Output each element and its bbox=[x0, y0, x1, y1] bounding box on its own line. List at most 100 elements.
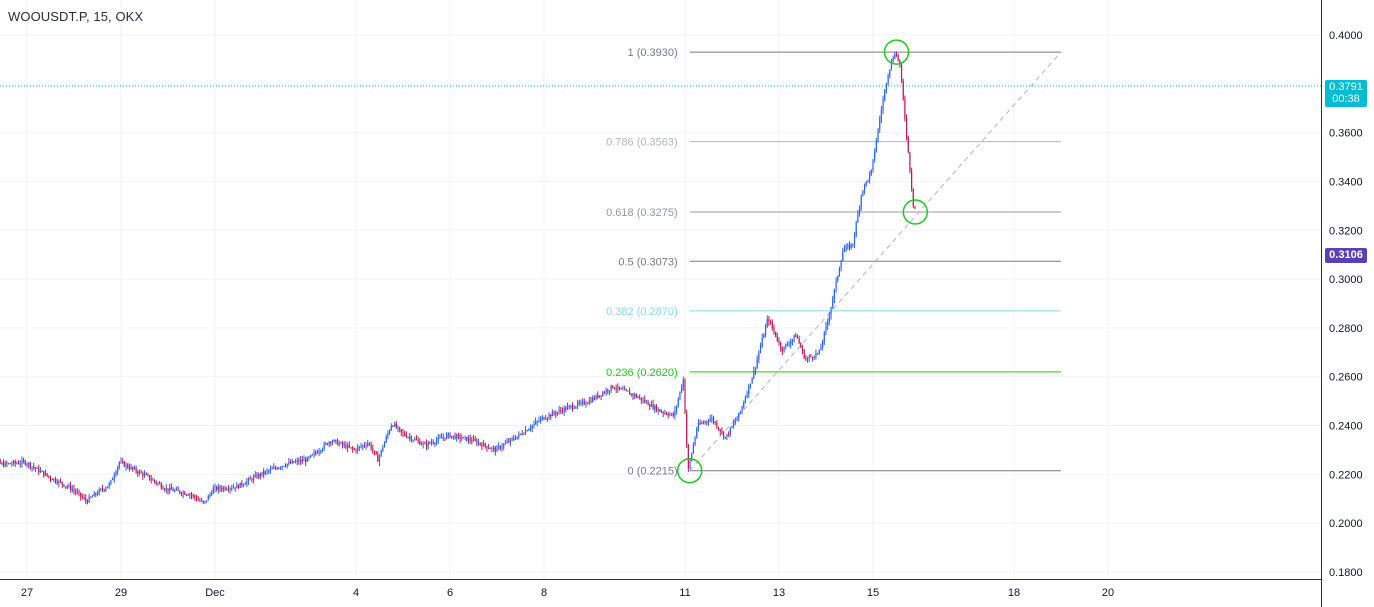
candle-body bbox=[649, 405, 651, 407]
candle-body bbox=[729, 427, 731, 435]
candle-body bbox=[2, 463, 5, 467]
candle-body bbox=[454, 435, 456, 439]
candle-body bbox=[696, 429, 698, 438]
candle-body bbox=[382, 447, 384, 450]
candle-body bbox=[415, 439, 418, 441]
price-tick-label: 0.2000 bbox=[1329, 518, 1363, 530]
candle-body bbox=[701, 422, 703, 424]
candle-body bbox=[357, 447, 359, 451]
candle-body bbox=[546, 417, 548, 419]
candle-body bbox=[529, 428, 532, 430]
candle-body bbox=[394, 423, 396, 427]
candle-body bbox=[864, 184, 866, 191]
candle-body bbox=[133, 468, 136, 470]
candle-body bbox=[160, 483, 162, 488]
candle-body bbox=[380, 449, 382, 456]
candle-body bbox=[347, 445, 349, 449]
candle-body bbox=[548, 414, 550, 418]
candle-body bbox=[66, 486, 68, 488]
candle-body bbox=[618, 386, 621, 389]
candle-body bbox=[251, 478, 253, 481]
candle-body bbox=[284, 465, 287, 467]
candle-body bbox=[835, 280, 837, 290]
candle-body bbox=[847, 245, 849, 247]
candle-body bbox=[118, 462, 120, 467]
candle-body bbox=[338, 443, 340, 445]
candle-body bbox=[840, 261, 842, 269]
candle-body bbox=[420, 444, 423, 446]
candle-body bbox=[258, 473, 260, 478]
candle-body bbox=[803, 350, 805, 359]
candle-body bbox=[26, 464, 28, 466]
candle-body bbox=[105, 487, 107, 490]
candle-body bbox=[550, 414, 552, 417]
candle-body bbox=[531, 425, 533, 429]
candle-body bbox=[263, 471, 265, 474]
candle-body bbox=[0, 460, 1, 464]
candle-body bbox=[904, 99, 906, 119]
candle-body bbox=[85, 498, 87, 501]
candle-body bbox=[24, 461, 26, 465]
candle-body bbox=[496, 446, 498, 452]
candle-body bbox=[786, 344, 788, 346]
candle-body bbox=[90, 497, 92, 499]
candle-body bbox=[471, 440, 473, 442]
candle-body bbox=[434, 442, 436, 444]
candle-body bbox=[174, 490, 176, 492]
candle-body bbox=[640, 397, 642, 401]
candle-body bbox=[541, 417, 543, 419]
candle-body bbox=[748, 385, 750, 394]
candle-body bbox=[479, 442, 481, 445]
candle-body bbox=[44, 473, 47, 476]
candle-body bbox=[244, 483, 246, 485]
candle-body bbox=[288, 462, 290, 464]
candle-body bbox=[73, 489, 75, 491]
candle-body bbox=[333, 439, 335, 442]
candle-body bbox=[780, 342, 782, 349]
candle-body bbox=[627, 390, 629, 392]
candle-body bbox=[825, 325, 827, 333]
candle-body bbox=[34, 467, 36, 469]
candle-body bbox=[578, 402, 580, 404]
candle-body bbox=[363, 445, 365, 447]
candle-body bbox=[669, 414, 671, 416]
candle-body bbox=[137, 471, 139, 474]
candle-body bbox=[798, 338, 800, 344]
candle-body bbox=[39, 470, 42, 473]
candle-body bbox=[68, 485, 70, 487]
candle-body bbox=[721, 431, 723, 433]
candle-body bbox=[442, 437, 444, 439]
candle-body bbox=[123, 461, 125, 467]
candle-body bbox=[686, 413, 688, 445]
time-tick-label: 13 bbox=[773, 587, 785, 599]
candle-body bbox=[117, 466, 119, 473]
candle-body bbox=[377, 454, 379, 462]
time-tick-label: 18 bbox=[1008, 587, 1020, 599]
candle-body bbox=[709, 419, 711, 422]
candle-body bbox=[902, 80, 904, 100]
candle-body bbox=[768, 319, 770, 323]
candle-body bbox=[320, 450, 322, 452]
candle-body bbox=[75, 490, 77, 493]
candle-body bbox=[540, 418, 542, 421]
candle-body bbox=[254, 474, 256, 477]
candle-body bbox=[182, 492, 184, 495]
candle-body bbox=[565, 407, 567, 410]
candle-body bbox=[498, 446, 500, 448]
candle-body bbox=[805, 358, 807, 360]
highlight-circle bbox=[676, 457, 703, 484]
candle-body bbox=[159, 483, 161, 485]
candle-body bbox=[23, 460, 25, 462]
candle-body bbox=[63, 484, 65, 487]
candle-body bbox=[472, 439, 475, 442]
candle-body bbox=[553, 412, 555, 414]
candle-body bbox=[249, 478, 251, 480]
candle-body bbox=[459, 435, 461, 439]
candle-body bbox=[887, 74, 889, 84]
candle-body bbox=[827, 321, 829, 326]
candle-body bbox=[300, 460, 302, 463]
candle-body bbox=[796, 337, 799, 339]
candle-body bbox=[98, 489, 100, 494]
